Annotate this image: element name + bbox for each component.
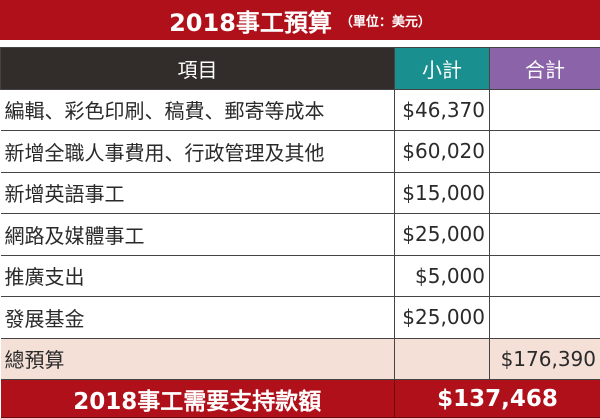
final-amount: $137,468 [395,380,600,418]
total-label: 總預算 [1,338,395,380]
total-row: 總預算 $176,390 [1,338,600,380]
header-total: 合計 [490,48,600,90]
subtotal-cell: $15,000 [395,172,490,214]
header-subtotal: 小計 [395,48,490,90]
total-cell [490,297,600,339]
total-value: $176,390 [490,338,600,380]
total-cell [490,131,600,173]
total-cell [490,255,600,297]
subtotal-cell: $25,000 [395,297,490,339]
table-row: 網路及媒體事工 $25,000 [1,214,600,256]
item-cell: 編輯、彩色印刷、稿費、郵寄等成本 [1,89,395,131]
item-cell: 新增全職人事費用、行政管理及其他 [1,131,395,173]
table-row: 發展基金 $25,000 [1,297,600,339]
subtotal-cell: $5,000 [395,255,490,297]
item-cell: 新增英語事工 [1,172,395,214]
table-row: 編輯、彩色印刷、稿費、郵寄等成本 $46,370 [1,89,600,131]
header-item: 項目 [1,48,395,90]
unit-note: （單位：美元） [340,11,431,30]
item-cell: 推廣支出 [1,255,395,297]
table-row: 新增英語事工 $15,000 [1,172,600,214]
table-row: 推廣支出 $5,000 [1,255,600,297]
subtotal-cell: $60,020 [395,131,490,173]
item-cell: 網路及媒體事工 [1,214,395,256]
subtotal-cell: $46,370 [395,89,490,131]
total-cell [490,214,600,256]
budget-table: 項目 小計 合計 編輯、彩色印刷、稿費、郵寄等成本 $46,370 新增全職人事… [0,47,600,418]
table-row: 新增全職人事費用、行政管理及其他 $60,020 [1,131,600,173]
page-title: 2018事工預算 [169,3,332,38]
total-cell [490,172,600,214]
item-cell: 發展基金 [1,297,395,339]
total-subtotal-cell [395,338,490,380]
total-cell [490,89,600,131]
final-row: 2018事工需要支持款額 $137,468 [1,380,600,418]
header-row: 項目 小計 合計 [1,48,600,90]
title-bar: 2018事工預算 （單位：美元） [0,0,600,40]
subtotal-cell: $25,000 [395,214,490,256]
final-label: 2018事工需要支持款額 [1,380,395,418]
